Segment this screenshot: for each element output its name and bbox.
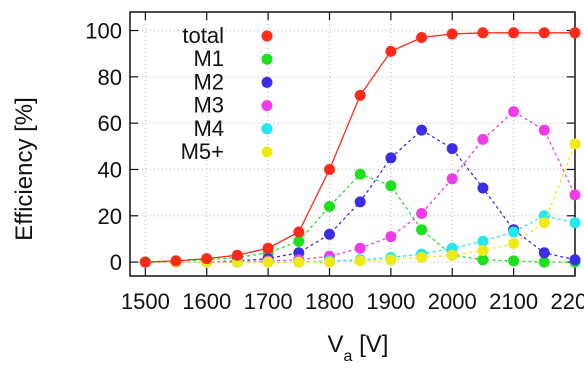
y-tick-label: 60 [98,111,122,136]
data-point-total [385,45,397,57]
data-point-total [538,27,550,39]
data-point-total [569,27,581,39]
legend-item-m5: M5+ [181,139,273,164]
data-point-m1 [508,255,520,267]
x-axis-label-main: V [328,331,344,358]
data-point-total [324,164,335,175]
data-point-m5 [569,138,581,150]
legend-item-total: total [182,23,273,48]
data-point-m2 [416,124,428,136]
data-point-m2 [354,196,366,208]
x-tick-label: 2100 [489,289,538,314]
data-point-m2 [569,254,581,266]
data-point-total [508,27,520,39]
data-point-total [416,32,428,43]
data-point-m5 [477,245,489,256]
data-point-m1 [324,201,335,212]
x-tick-label: 2000 [428,289,477,314]
data-point-m5 [324,256,335,268]
data-point-total [446,28,458,40]
legend-marker-m3 [261,100,273,112]
data-point-total [262,242,274,254]
legend-marker-m2 [261,76,273,88]
y-tick-label: 20 [98,204,122,229]
data-point-m1 [538,256,550,268]
x-tick-label: 1900 [366,289,415,314]
data-point-m5 [262,256,274,268]
x-tick-label: 1500 [121,289,170,314]
x-tick-label: 1700 [244,289,293,314]
data-point-total [231,249,243,261]
data-point-m5 [385,254,397,266]
legend-marker-m5 [261,146,273,158]
data-point-m4 [477,235,489,247]
legend-label-total: total [182,23,224,48]
data-point-m3 [385,231,397,243]
x-tick-label: 1800 [305,289,354,314]
legend-marker-m4 [261,123,273,135]
data-point-m3 [569,189,581,201]
legend-item-m2: M2 [193,69,273,94]
data-point-m3 [477,133,489,145]
legend-label-m2: M2 [193,69,224,94]
data-point-m3 [508,106,520,118]
legend-marker-total [261,30,273,42]
legend-label-m4: M4 [193,116,224,141]
data-point-m2 [446,143,458,155]
data-point-m5 [508,238,520,250]
data-point-m2 [324,228,335,240]
data-point-total [477,27,489,39]
data-point-total [201,253,213,265]
data-point-m1 [416,224,428,236]
legend-marker-m1 [261,53,273,65]
y-tick-label: 80 [98,65,122,90]
data-point-m2 [385,152,397,164]
y-tick-label: 0 [110,250,122,275]
legend-item-m3: M3 [193,93,273,118]
data-point-m1 [385,180,397,192]
data-point-total [293,226,305,238]
x-axis-label-unit: [V] [352,331,388,358]
series [139,27,581,268]
legend-label-m1: M1 [193,46,224,71]
legend-item-m1: M1 [193,46,273,71]
data-point-m3 [354,242,366,254]
data-point-m5 [293,256,305,268]
x-tick-label: 1600 [182,289,231,314]
legend-item-m4: M4 [193,116,273,141]
data-point-total [139,256,151,268]
data-point-m1 [293,235,305,247]
y-axis-label: Efficiency [%] [11,97,38,241]
data-point-total [170,255,182,267]
data-point-m3 [416,208,428,219]
legend-label-m5: M5+ [181,139,224,164]
series-total [139,27,581,268]
y-tick-label: 100 [85,19,122,44]
data-point-m5 [446,249,458,261]
x-axis-label: Va [V] [328,331,389,363]
data-point-total [354,89,366,101]
legend-label-m3: M3 [193,93,224,118]
data-point-m2 [477,182,489,194]
data-point-m5 [416,252,428,263]
data-point-m4 [569,217,581,229]
data-point-m1 [354,168,366,180]
data-point-m5 [538,217,550,229]
data-point-m3 [446,173,458,185]
data-point-m5 [354,255,366,267]
data-point-m4 [508,226,520,238]
data-point-m3 [538,124,550,136]
x-axis-label-subscript: a [344,348,353,364]
data-point-m1 [477,254,489,266]
data-point-m2 [538,247,550,259]
y-tick-label: 40 [98,157,122,182]
series-line-m4 [145,215,576,263]
